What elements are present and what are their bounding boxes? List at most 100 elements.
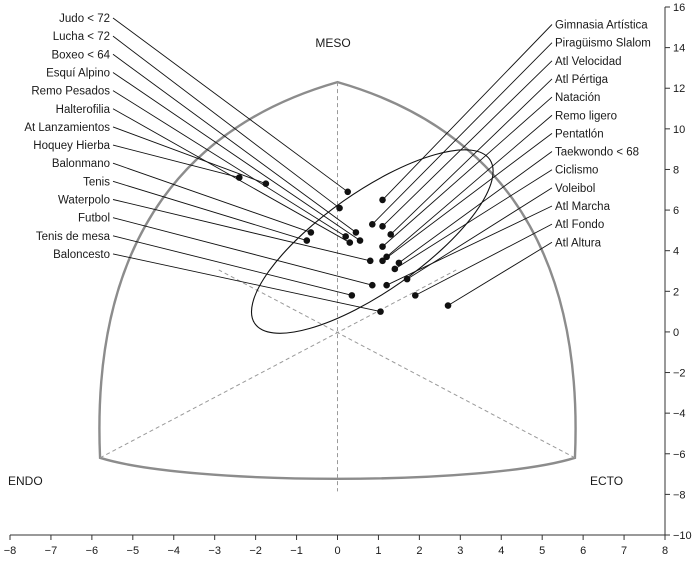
data-point <box>235 174 243 181</box>
data-point <box>356 237 364 244</box>
leader-line <box>382 133 553 262</box>
point-label: Atl Marcha <box>555 201 611 213</box>
point-label: Halterofilia <box>56 104 111 116</box>
point-label: Ciclismo <box>555 165 598 177</box>
leader-line <box>382 96 553 247</box>
leader-line <box>382 24 553 201</box>
point-label: Esquí Alpino <box>46 67 110 79</box>
leader-line <box>112 17 349 193</box>
leader-line <box>371 42 553 225</box>
point-label: Remo ligero <box>555 110 617 122</box>
y-tick-label: 6 <box>673 205 679 217</box>
ecto-axis-dashed <box>218 269 576 459</box>
leader-line <box>112 180 307 241</box>
y-tick-label: 14 <box>673 43 685 55</box>
data-point <box>262 180 270 187</box>
leader-line <box>415 223 553 296</box>
point-label: Atl Fondo <box>555 219 604 231</box>
endo-label: ENDO <box>8 474 43 488</box>
point-label: Baloncesto <box>53 249 110 261</box>
data-point <box>411 292 419 299</box>
leader-line <box>390 78 553 235</box>
point-labels: Judo < 72 Lucha < 72 Boxeo < 64 Esquí Alpin… <box>24 13 651 261</box>
data-point <box>307 229 315 236</box>
leader-line <box>112 35 340 209</box>
point-label: Remo Pesados <box>31 86 110 98</box>
y-tick-label: 4 <box>673 246 679 258</box>
x-tick-label: 7 <box>621 545 627 557</box>
point-label: Piragüismo Slalom <box>555 38 651 50</box>
point-label: Lucha < 72 <box>53 31 110 43</box>
data-point <box>377 308 384 315</box>
point-label: Voleibol <box>555 183 595 195</box>
y-tick-label: −8 <box>673 489 686 501</box>
point-label: At Lanzamientos <box>24 122 110 134</box>
x-tick-label: −1 <box>290 545 303 557</box>
y-tick-label: 8 <box>673 164 679 176</box>
data-point <box>366 257 374 265</box>
point-label: Taekwondo < 68 <box>555 147 639 159</box>
leader-line <box>382 60 553 227</box>
y-tick-label: 10 <box>673 124 685 136</box>
data-points <box>235 174 452 315</box>
y-tick-label: −2 <box>673 368 686 380</box>
y-tick-label: −10 <box>673 530 692 542</box>
leader-line <box>112 126 267 185</box>
data-point <box>379 223 386 230</box>
leader-line <box>386 205 553 286</box>
data-point <box>379 196 386 204</box>
leader-line <box>112 90 346 237</box>
point-label: Boxeo < 64 <box>51 49 110 61</box>
point-label: Atl Altura <box>555 237 602 249</box>
y-tick-label: −4 <box>673 408 686 420</box>
data-point <box>336 204 343 212</box>
y-tick-label: 2 <box>673 286 679 298</box>
leader-line <box>112 144 240 179</box>
data-point <box>368 281 376 289</box>
x-tick-label: 3 <box>457 545 463 557</box>
data-point <box>403 275 411 283</box>
somatochart-frame <box>98 80 577 492</box>
point-label: Pentatlón <box>555 128 604 140</box>
x-tick-label: 8 <box>662 545 668 557</box>
point-label: Futbol <box>78 213 110 225</box>
point-label: Atl Pértiga <box>555 74 609 86</box>
leader-line <box>112 235 352 296</box>
data-point <box>303 237 311 244</box>
leader-line <box>112 217 373 286</box>
x-tick-label: −5 <box>127 545 140 557</box>
data-point <box>342 233 349 240</box>
x-tick-label: −3 <box>208 545 221 557</box>
leader-line <box>112 72 361 241</box>
x-tick-label: 6 <box>580 545 586 557</box>
y-tick-label: −6 <box>673 449 686 461</box>
data-point <box>391 265 399 273</box>
leader-line <box>386 114 553 258</box>
data-point <box>344 188 352 196</box>
y-tick-label: 0 <box>673 327 679 339</box>
leader-lines <box>112 17 553 313</box>
axes: −8 −7 −6 −5 −4 −3 −2 −1 0 1 2 3 4 5 6 7 8−10−8−6−4−20246… <box>4 2 692 557</box>
data-point <box>368 220 376 228</box>
data-point <box>444 302 452 309</box>
point-label: Hoquey Hierba <box>33 140 110 152</box>
x-tick-label: −8 <box>4 545 17 557</box>
x-tick-label: −6 <box>86 545 99 557</box>
point-label: Tenis <box>83 176 110 188</box>
leader-line <box>112 53 357 233</box>
data-point <box>395 259 403 267</box>
leader-line <box>398 151 553 264</box>
x-tick-label: 2 <box>416 545 422 557</box>
data-point <box>346 239 354 246</box>
data-point <box>387 231 395 238</box>
point-label: Gimnasia Artística <box>555 20 648 32</box>
x-tick-label: −4 <box>167 545 180 557</box>
y-tick-label: 12 <box>673 83 685 95</box>
x-tick-label: −2 <box>249 545 262 557</box>
data-point <box>348 292 356 299</box>
leader-line <box>112 253 381 313</box>
y-tick-label: 16 <box>673 2 685 14</box>
ecto-label: ECTO <box>590 474 623 488</box>
data-point <box>379 257 386 265</box>
